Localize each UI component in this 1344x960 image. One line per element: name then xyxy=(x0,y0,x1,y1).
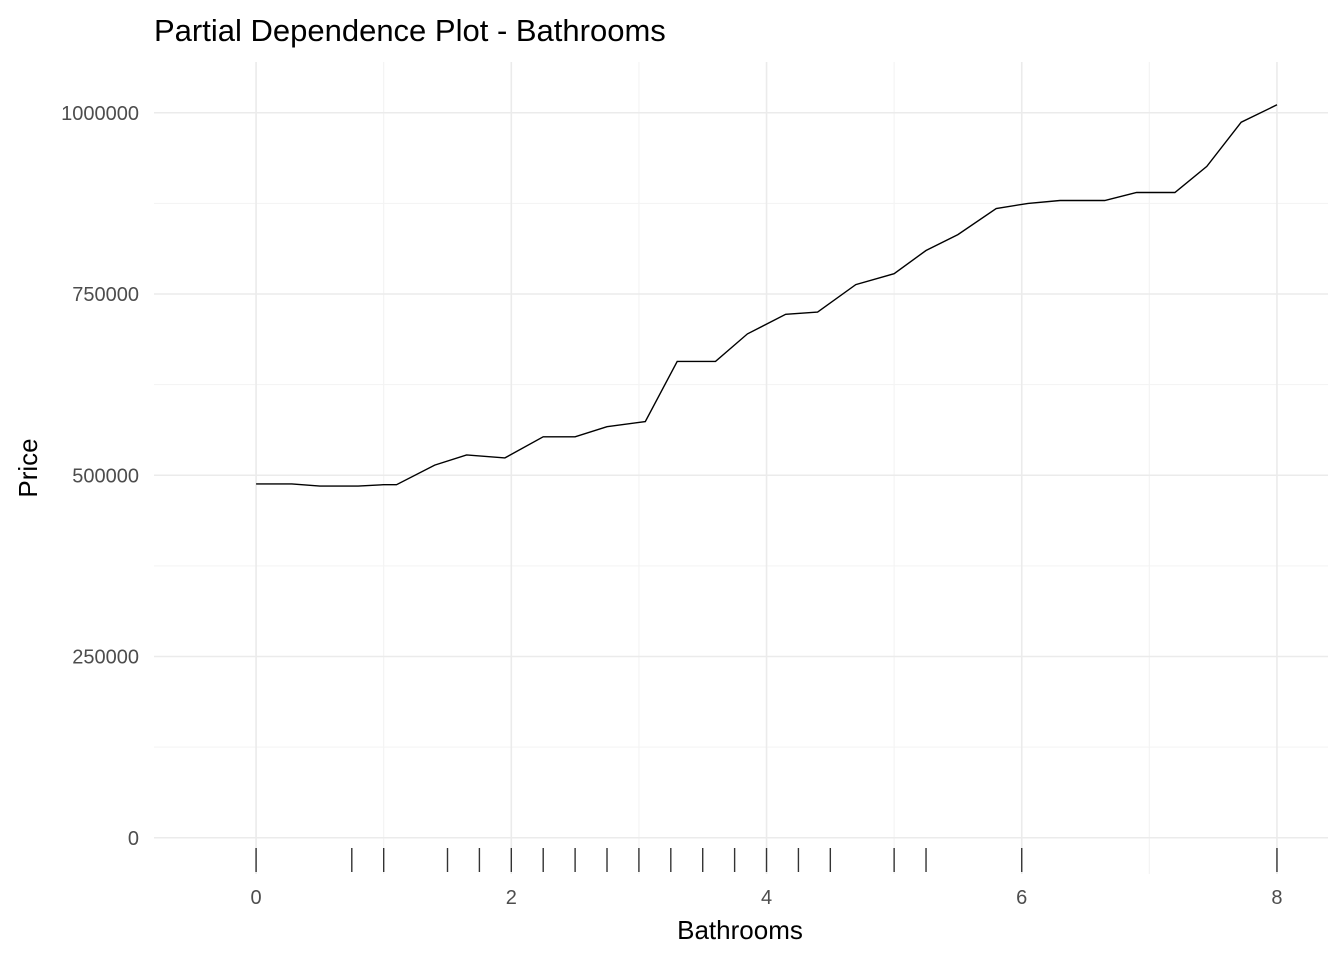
minor-gridlines xyxy=(154,62,1328,874)
x-tick-label: 0 xyxy=(251,887,262,909)
x-tick-label: 8 xyxy=(1271,887,1282,909)
y-tick-label: 0 xyxy=(128,828,139,850)
series-group xyxy=(256,104,1278,487)
y-tick-label: 250000 xyxy=(72,647,139,669)
x-tick-label: 6 xyxy=(1016,887,1027,909)
x-axis-tick-labels: 0 2 4 6 8 xyxy=(251,887,1283,909)
x-tick-label: 2 xyxy=(506,887,517,909)
y-tick-label: 1000000 xyxy=(61,103,139,125)
x-tick-label: 4 xyxy=(761,887,772,909)
y-tick-label: 750000 xyxy=(72,284,139,306)
series-line xyxy=(256,104,1278,487)
x-axis-title: Bathrooms xyxy=(677,915,803,945)
chart-title: Partial Dependence Plot - Bathrooms xyxy=(154,13,666,48)
y-axis-title: Price xyxy=(13,438,43,497)
y-tick-label: 500000 xyxy=(72,465,139,487)
major-gridlines xyxy=(154,62,1328,874)
y-axis-tick-labels: 0 250000 500000 750000 1000000 xyxy=(61,103,139,850)
rug-marks xyxy=(255,848,1278,872)
